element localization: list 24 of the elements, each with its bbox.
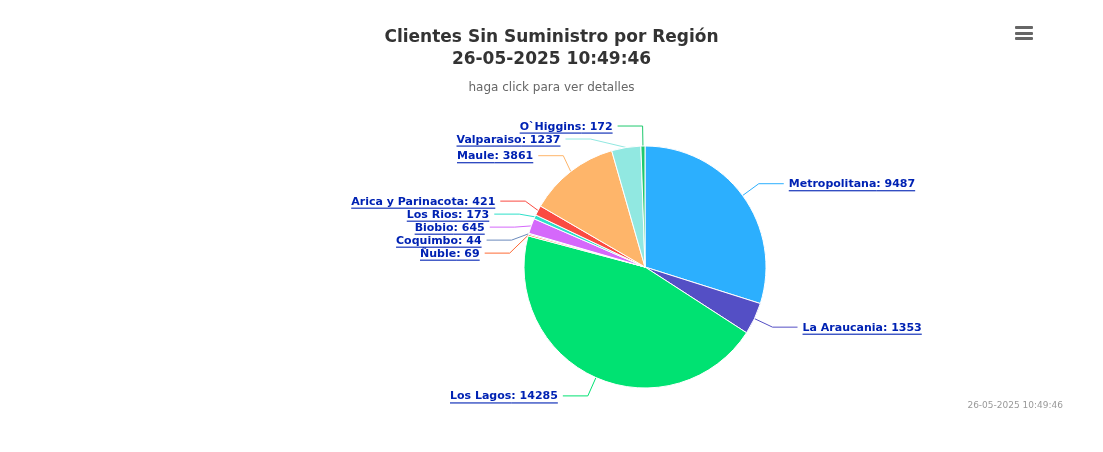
data-label: : 3861 [494,149,534,163]
data-label: : 421 [464,194,496,208]
data-label: : 44 [458,233,482,247]
data-label: : 172 [581,119,613,133]
data-label: : 1353 [882,320,922,334]
slice-label: Los Rios [406,207,459,221]
data-label: : 9487 [876,177,916,191]
slice-label: Los Lagos [449,389,512,403]
data-label: : 69 [456,246,480,260]
slice-label: Ñuble [419,246,457,260]
data-label: : 14285 [511,389,558,403]
slice-label: Metropolitana [788,177,877,191]
slice-label: Coquimbo [396,233,459,247]
text: 26-05-2025 10:49:46 [967,399,1064,410]
slice-label: Arica y Parinacota [351,194,465,208]
chart-title: Clientes Sin Suministro por Región 26-05-2025 10:49:46 [384,26,719,68]
slice-label: Maule [456,149,495,163]
data-label: : 645 [453,220,485,234]
slice-label: La Araucania [802,320,883,334]
chart-subtitle: haga click para ver detalles [468,80,635,94]
data-label: : 173 [458,207,490,221]
slice-label: Valparaiso [456,132,523,146]
slice-label: O`Higgins [519,119,582,133]
slice-label: Biobio [414,220,454,234]
